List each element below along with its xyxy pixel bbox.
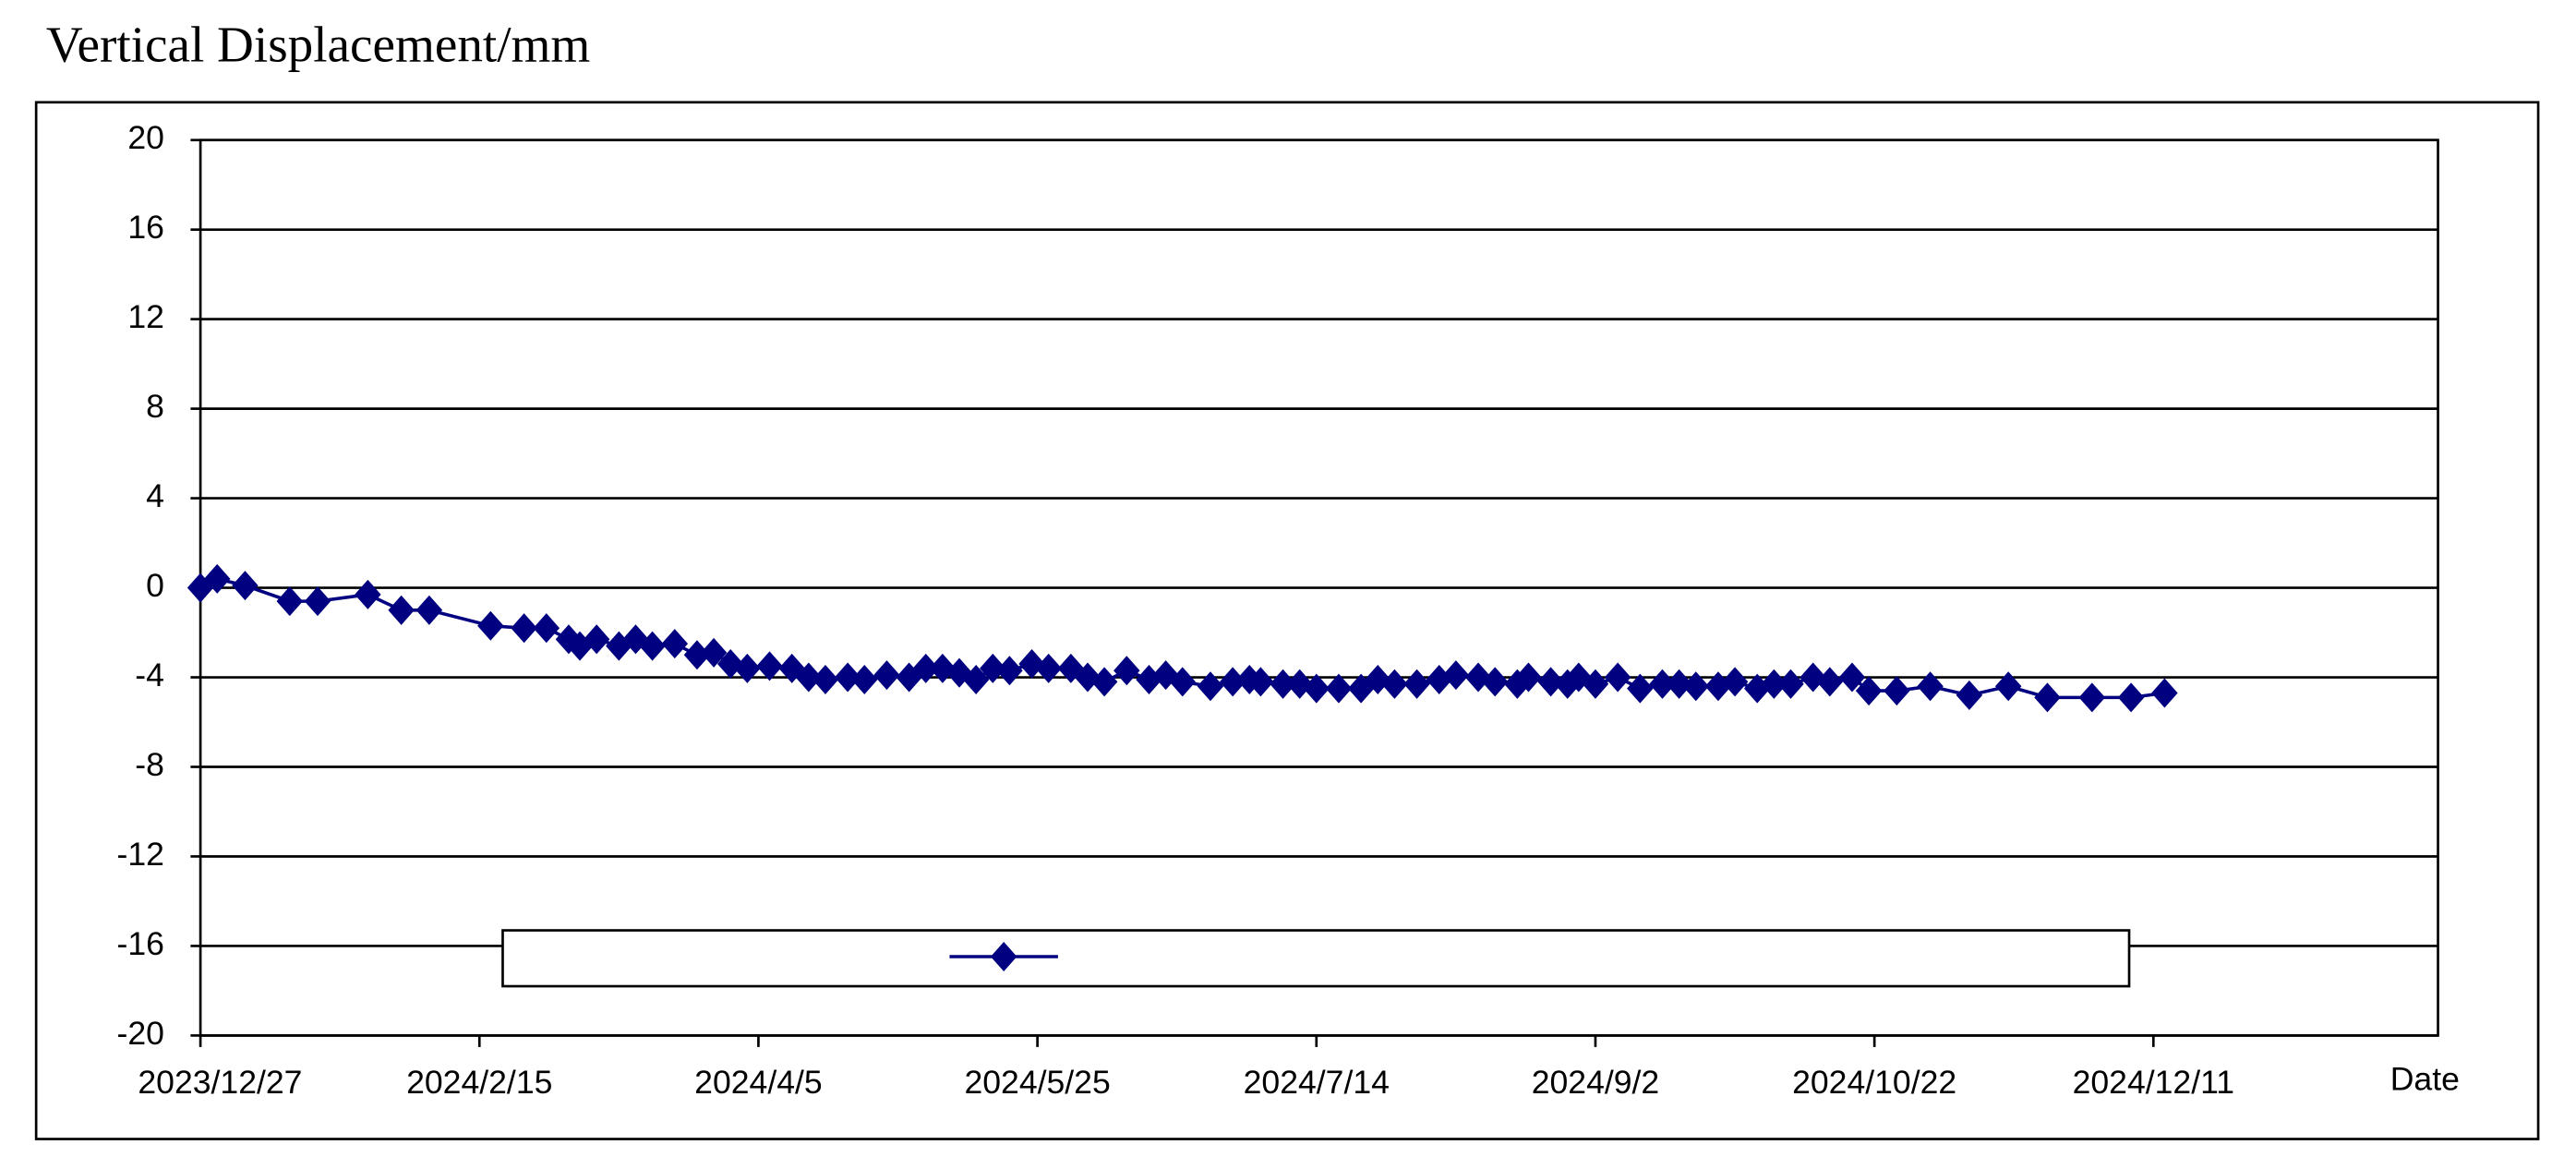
data-point	[1855, 676, 1883, 706]
data-point	[203, 563, 231, 594]
data-point	[1197, 671, 1224, 702]
data-point	[583, 624, 610, 655]
data-point	[1604, 662, 1631, 693]
x-tick-label: 2024/10/22	[1792, 1064, 1956, 1101]
y-tick-label: 0	[146, 567, 164, 604]
data-point	[700, 637, 728, 668]
data-point	[1884, 676, 1910, 706]
chart-frame	[34, 101, 2540, 1140]
data-point	[1816, 667, 1844, 697]
data-point	[996, 656, 1023, 686]
data-point	[1515, 662, 1542, 693]
data-point	[533, 613, 560, 644]
y-tick-label: 16	[127, 209, 164, 246]
x-tick-label: 2024/4/5	[694, 1064, 822, 1101]
data-point	[1994, 671, 2022, 702]
data-point	[388, 595, 415, 625]
data-point	[912, 653, 939, 683]
data-point	[304, 586, 331, 617]
data-point	[355, 579, 381, 609]
data-point	[1113, 656, 1140, 686]
legend-box	[501, 929, 2131, 988]
data-point	[756, 651, 783, 681]
data-point	[812, 664, 839, 694]
data-point	[683, 640, 711, 670]
data-point	[661, 629, 689, 659]
data-point	[232, 571, 259, 601]
data-point	[511, 613, 537, 644]
x-tick-label: 2024/9/2	[1532, 1064, 1660, 1101]
data-point	[276, 586, 304, 617]
data-point	[834, 662, 861, 693]
y-tick-label: -4	[135, 657, 164, 693]
data-point	[639, 631, 666, 661]
data-point	[1917, 671, 1944, 702]
y-tick-label: 8	[146, 388, 164, 425]
y-tick-label: -8	[135, 746, 164, 783]
x-tick-label: 2024/2/15	[406, 1064, 552, 1101]
chart-title: Vertical Displacement/mm	[46, 16, 591, 72]
y-tick-label: 4	[146, 477, 164, 514]
x-tick-label: 2024/12/11	[2073, 1064, 2234, 1101]
data-point	[1403, 669, 1430, 699]
data-point	[2034, 682, 2061, 713]
data-point	[873, 660, 900, 691]
data-point	[851, 664, 878, 694]
data-point	[477, 610, 504, 641]
data-point	[962, 664, 990, 694]
data-point	[1666, 669, 1692, 699]
x-axis-label: Date	[2390, 1061, 2460, 1098]
y-tick-label: 12	[127, 298, 164, 335]
data-point	[2117, 682, 2145, 713]
data-point	[1090, 667, 1118, 697]
data-point	[1838, 662, 1866, 693]
data-point	[1682, 671, 1709, 702]
data-point	[1537, 667, 1564, 697]
data-point	[1761, 669, 1788, 699]
data-point	[2151, 678, 2178, 708]
data-point	[1956, 680, 1983, 710]
x-tick-label: 2023/12/27	[138, 1064, 302, 1101]
data-point	[415, 595, 443, 625]
data-point	[1442, 660, 1470, 691]
data-point	[1721, 667, 1749, 697]
data-point	[1035, 653, 1062, 683]
data-point	[2078, 682, 2106, 713]
y-tick-label: -20	[117, 1015, 164, 1052]
x-tick-label: 2024/5/25	[964, 1064, 1110, 1101]
x-tick-label: 2024/7/14	[1244, 1064, 1390, 1101]
y-tick-label: 20	[127, 119, 164, 156]
y-tick-label: -12	[117, 836, 164, 873]
y-tick-label: -16	[117, 925, 164, 962]
data-point	[1777, 669, 1804, 699]
